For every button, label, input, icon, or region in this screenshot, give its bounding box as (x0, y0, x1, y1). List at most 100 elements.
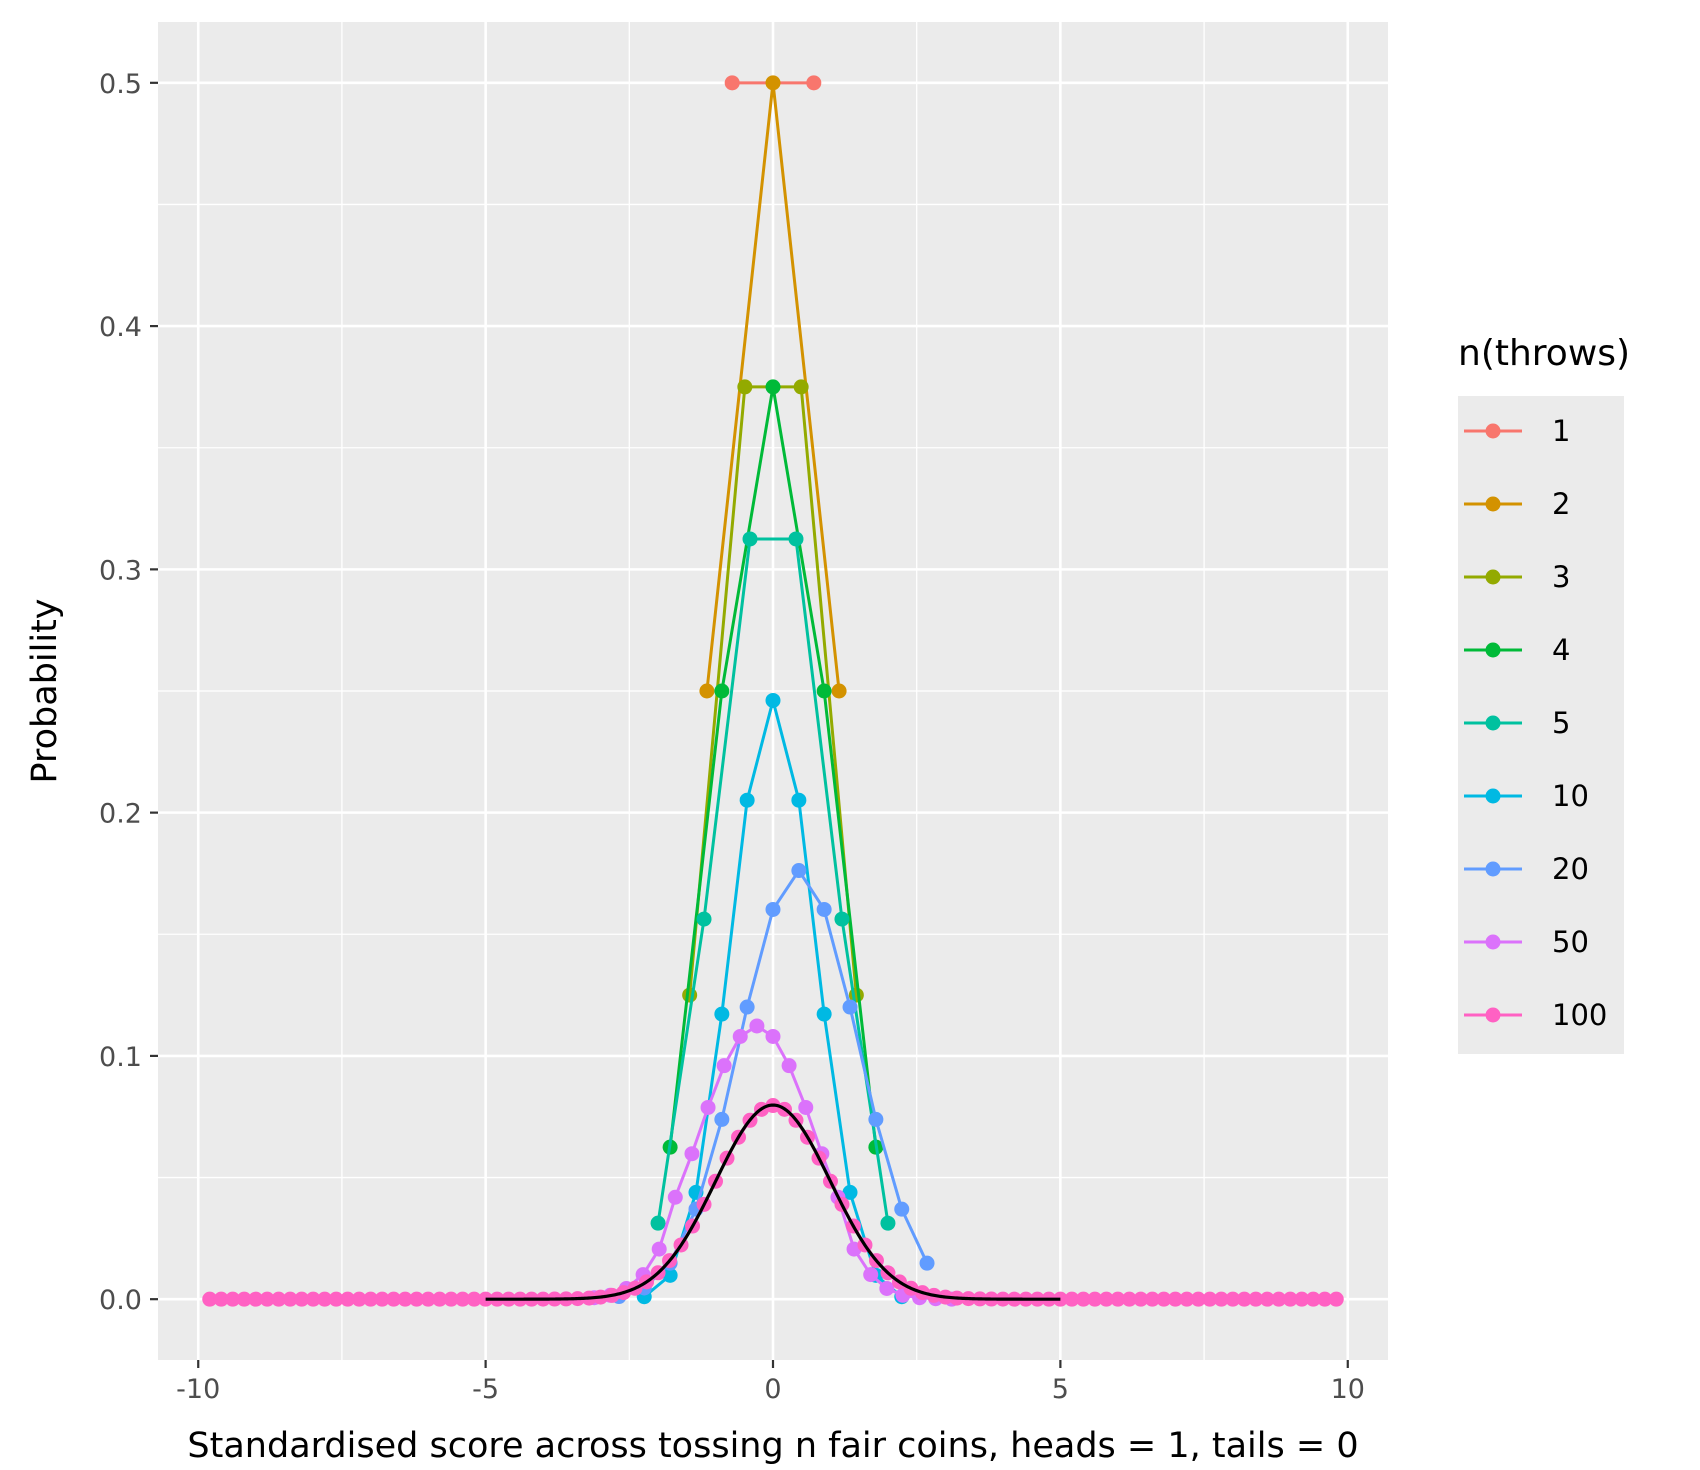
y-tick-label: 0.1 (99, 1042, 142, 1073)
data-point-50 (749, 1018, 765, 1034)
data-point-5 (742, 531, 758, 547)
data-point-100 (420, 1291, 436, 1307)
axis-ticks (150, 81, 1349, 1368)
data-point-100 (1328, 1291, 1344, 1307)
data-point-50 (863, 1267, 879, 1283)
legend-item-3: 3 (1464, 560, 1570, 594)
x-tick-labels: -10 -5 0 5 10 (176, 1374, 1365, 1405)
y-tick-label: 0.5 (99, 69, 142, 100)
data-point-100 (455, 1291, 471, 1307)
legend-key-point (1485, 715, 1501, 731)
data-point-100 (294, 1291, 310, 1307)
legend: n(throws) 1 2 3 4 5 10 20 50 100 (1458, 333, 1630, 1054)
data-point-100 (213, 1291, 229, 1307)
data-point-100 (282, 1291, 298, 1307)
data-point-2 (831, 683, 847, 699)
data-point-10 (816, 1006, 832, 1022)
series-layer (202, 75, 1344, 1307)
overlay-layer (485, 1103, 1061, 1301)
data-point-100 (1225, 1291, 1241, 1307)
data-point-100 (1271, 1291, 1287, 1307)
legend-label: 10 (1552, 779, 1589, 813)
data-point-5 (696, 911, 712, 927)
data-point-100 (374, 1291, 390, 1307)
legend-item-4: 4 (1464, 633, 1570, 667)
series-5 (650, 531, 896, 1231)
y-tick-label: 0.4 (99, 312, 142, 343)
data-point-20 (919, 1255, 935, 1271)
data-point-100 (271, 1291, 287, 1307)
legend-key-point (1485, 569, 1501, 585)
data-point-100 (432, 1291, 448, 1307)
x-tick-label: -10 (176, 1374, 220, 1405)
data-point-50 (716, 1058, 732, 1074)
data-point-100 (1317, 1291, 1333, 1307)
data-point-3 (793, 379, 809, 395)
data-point-2 (699, 683, 715, 699)
data-point-20 (842, 999, 858, 1015)
data-point-100 (1110, 1291, 1126, 1307)
data-point-50 (651, 1241, 667, 1257)
data-point-20 (791, 863, 807, 879)
data-point-4 (816, 683, 832, 699)
data-point-100 (1098, 1291, 1114, 1307)
data-point-100 (1121, 1291, 1137, 1307)
data-point-100 (397, 1291, 413, 1307)
legend-label: 50 (1552, 925, 1589, 959)
data-point-100 (1167, 1291, 1183, 1307)
data-point-10 (662, 1267, 678, 1283)
data-point-100 (340, 1291, 356, 1307)
data-point-100 (1294, 1291, 1310, 1307)
data-point-5 (880, 1215, 896, 1231)
legend-item-100: 100 (1464, 998, 1607, 1032)
data-point-100 (386, 1291, 402, 1307)
data-point-20 (739, 999, 755, 1015)
y-tick-label: 0.0 (99, 1285, 142, 1316)
data-point-4 (714, 683, 730, 699)
legend-item-2: 2 (1464, 487, 1570, 521)
legend-label: 5 (1552, 706, 1570, 740)
data-point-100 (1156, 1291, 1172, 1307)
data-point-50 (684, 1146, 700, 1162)
data-point-3 (737, 379, 753, 395)
data-point-1 (806, 75, 822, 91)
legend-key-point (1485, 496, 1501, 512)
legend-items: 1 2 3 4 5 10 20 50 100 (1464, 414, 1607, 1032)
data-point-20 (816, 901, 832, 917)
data-point-5 (834, 911, 850, 927)
legend-item-20: 20 (1464, 852, 1589, 886)
data-point-5 (650, 1215, 666, 1231)
legend-title: n(throws) (1458, 333, 1630, 374)
data-point-100 (466, 1291, 482, 1307)
data-point-20 (894, 1201, 910, 1217)
data-point-100 (1144, 1291, 1160, 1307)
legend-key-point (1485, 861, 1501, 877)
data-point-3 (682, 987, 698, 1003)
data-point-100 (317, 1291, 333, 1307)
data-point-100 (1190, 1291, 1206, 1307)
legend-key-background (1458, 396, 1624, 1054)
legend-item-10: 10 (1464, 779, 1589, 813)
y-axis-title: Probability (25, 598, 65, 783)
data-point-10 (714, 1006, 730, 1022)
data-point-100 (1133, 1291, 1149, 1307)
legend-label: 20 (1552, 852, 1589, 886)
legend-label: 100 (1552, 998, 1607, 1032)
legend-label: 1 (1552, 414, 1570, 448)
y-tick-labels: 0.0 0.1 0.2 0.3 0.4 0.5 (99, 69, 142, 1316)
data-point-5 (788, 531, 804, 547)
data-point-100 (225, 1291, 241, 1307)
data-point-100 (1305, 1291, 1321, 1307)
data-point-20 (765, 901, 781, 917)
data-point-100 (1248, 1291, 1264, 1307)
data-point-100 (202, 1291, 218, 1307)
data-point-10 (791, 792, 807, 808)
data-point-100 (305, 1291, 321, 1307)
data-point-100 (1075, 1291, 1091, 1307)
legend-key-point (1485, 934, 1501, 950)
y-tick-label: 0.3 (99, 555, 142, 586)
data-point-50 (700, 1099, 716, 1115)
normal-curve (485, 1103, 1061, 1301)
data-point-100 (1213, 1291, 1229, 1307)
legend-item-5: 5 (1464, 706, 1570, 740)
